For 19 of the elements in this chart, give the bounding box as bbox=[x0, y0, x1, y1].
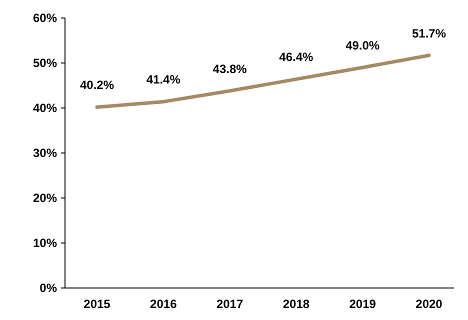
x-tick-label: 2020 bbox=[416, 297, 443, 311]
x-tick-label: 2015 bbox=[84, 297, 111, 311]
x-tick-label: 2018 bbox=[282, 297, 310, 311]
x-tick-label: 2019 bbox=[349, 297, 376, 311]
data-label: 51.7% bbox=[412, 26, 446, 40]
y-tick-label: 40% bbox=[32, 101, 58, 116]
data-label: 41.4% bbox=[146, 72, 181, 87]
data-label: 40.2% bbox=[80, 78, 114, 92]
data-label: 46.4% bbox=[279, 50, 314, 64]
y-tick-label: 50% bbox=[32, 56, 58, 70]
data-label: 43.8% bbox=[212, 62, 248, 76]
data-label: 49.0% bbox=[346, 38, 380, 52]
y-tick-label: 30% bbox=[32, 146, 58, 160]
x-tick-label: 2017 bbox=[216, 297, 244, 311]
x-tick-label: 2016 bbox=[150, 297, 178, 311]
y-tick-label: 0% bbox=[40, 281, 58, 296]
y-tick-label: 10% bbox=[32, 236, 58, 250]
y-tick-label: 20% bbox=[32, 191, 58, 206]
y-tick-label: 60% bbox=[32, 11, 58, 26]
